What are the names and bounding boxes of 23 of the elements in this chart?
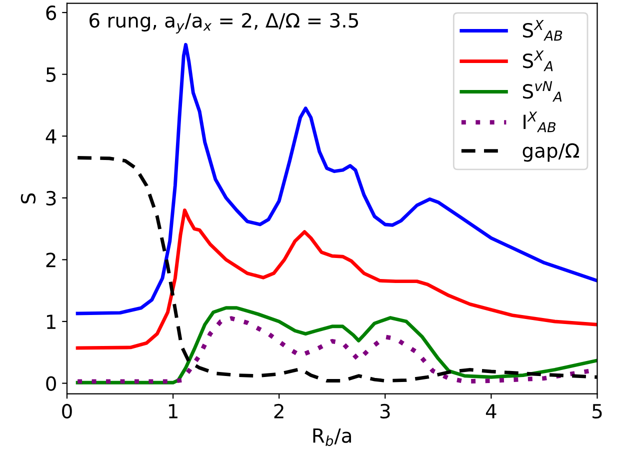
- y-tick-label: 2: [46, 252, 56, 268]
- line-series: [76, 42, 598, 316]
- x-tick-label: 0: [62, 404, 72, 419]
- y-tick-label: 5: [46, 68, 56, 82]
- y-axis-title: S: [20, 193, 36, 204]
- y-tick-label: 4: [46, 129, 56, 144]
- x-tick-label: 2: [274, 404, 284, 418]
- x-axis-title: R$_{b}$/a: [313, 428, 351, 446]
- legend-label: S$^{vN}$$_{A}$: [523, 81, 562, 102]
- y-tick-label: 6: [46, 5, 56, 20]
- x-tick-label: 1: [168, 404, 178, 418]
- x-tick-label: 4: [486, 404, 496, 418]
- x-tick-label: 5: [592, 404, 602, 419]
- legend-label: gap/Ω: [522, 143, 579, 162]
- line-series: [76, 208, 598, 350]
- legend-label: I$^{X}$$_{AB}$: [524, 112, 556, 132]
- y-tick-label: 0: [46, 376, 56, 391]
- y-tick-label: 3: [46, 190, 56, 206]
- y-tick-label: 1: [47, 314, 56, 329]
- legend-label: S$^{X}$$_{A}$: [523, 50, 553, 72]
- annotation: 6 rung, a$_{y}$/a$_{x}$ = 2, Δ/Ω = 3.5: [90, 13, 358, 34]
- x-tick-label: 3: [380, 404, 390, 419]
- legend-label: S$^{X}$$_{AB}$: [523, 20, 562, 41]
